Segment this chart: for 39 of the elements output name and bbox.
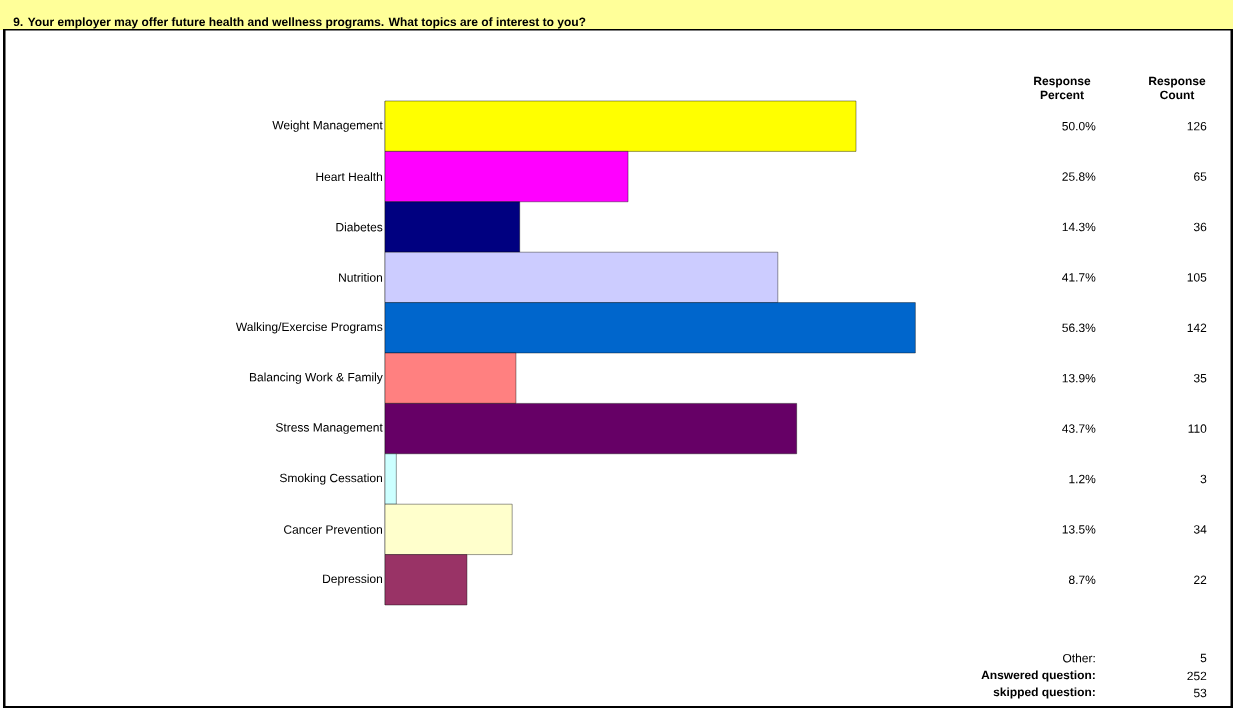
data-label: 1.2% — [1069, 474, 1096, 484]
text: skipped question: — [993, 687, 1095, 699]
text: 110 — [1188, 424, 1207, 433]
y-tick-label: Diabetes — [336, 222, 383, 232]
data-label: 25.8% — [1062, 172, 1096, 181]
text: 53 — [1193, 688, 1207, 698]
data-label: 41.7% — [1062, 273, 1096, 282]
text: 36 — [1193, 222, 1207, 232]
text: 22 — [1194, 575, 1207, 584]
data-label: 56.3% — [1062, 323, 1096, 333]
y-tick-label: Heart Health — [316, 172, 383, 181]
data-label: 13.9% — [1062, 373, 1096, 383]
text: 34 — [1193, 525, 1207, 534]
text: 105 — [1187, 273, 1207, 282]
y-tick-label: Walking/Exercise Programs — [235, 322, 383, 334]
data-label: 14.3% — [1062, 222, 1096, 232]
text: Response Count — [1149, 76, 1206, 100]
y-tick-label: Nutrition — [339, 272, 383, 282]
y-tick-label: Cancer Prevention — [284, 524, 383, 534]
text: 142 — [1187, 323, 1207, 332]
chart-title: 9. Your employer may offer future health and wellness programs. What topics are of interest to you? — [13, 17, 586, 29]
y-tick-label: Balancing Work & Family — [249, 372, 383, 384]
text: Response Percent — [1034, 76, 1091, 100]
text: 5 — [1200, 653, 1207, 663]
text: 65 — [1194, 172, 1207, 181]
y-tick-label: Smoking Cessation — [279, 473, 383, 485]
text: 3 — [1200, 474, 1207, 484]
data-label: 8.7% — [1068, 575, 1096, 585]
data-label: 13.5% — [1062, 525, 1096, 534]
y-tick-label: Weight Management — [272, 120, 383, 132]
text: 252 — [1187, 671, 1207, 681]
text: Answered question: — [981, 670, 1095, 682]
y-tick-label: Depression — [323, 574, 383, 586]
y-tick-label: Stress Management — [275, 423, 383, 435]
data-label: 50.0% — [1062, 121, 1096, 131]
text: 126 — [1187, 121, 1207, 131]
data-label: 43.7% — [1062, 424, 1096, 433]
text: Other: — [1063, 653, 1095, 663]
text: 35 — [1193, 373, 1207, 383]
